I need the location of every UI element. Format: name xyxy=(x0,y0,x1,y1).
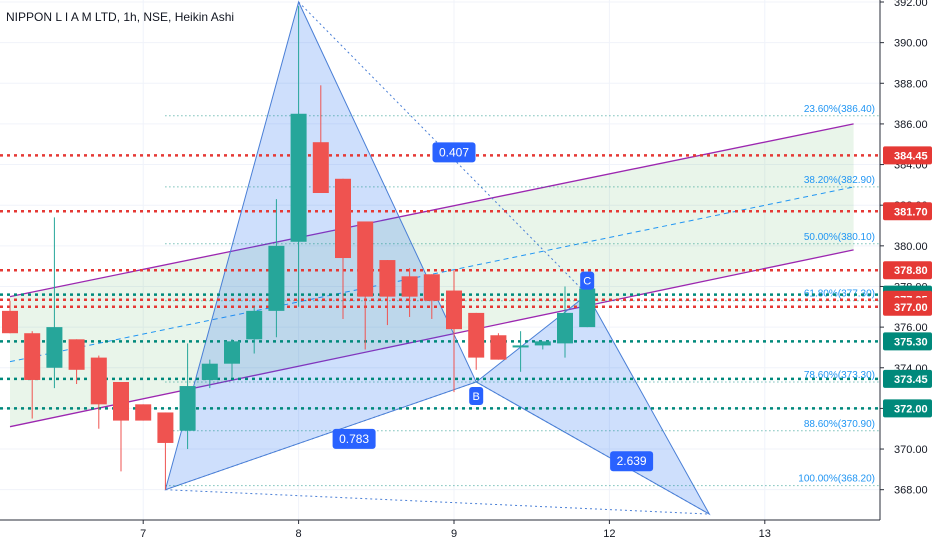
time-axis-background xyxy=(0,520,880,550)
channel-lower-line xyxy=(9,249,854,428)
candle-body xyxy=(135,404,152,421)
price-tag-label: 378.80 xyxy=(894,265,928,277)
pattern-ratio-label: 2.639 xyxy=(610,451,654,472)
price-tag-box xyxy=(883,399,932,418)
chart-title: NIPPON L I A M LTD, 1h, NSE, Heikin Ashi xyxy=(6,10,235,24)
fib-level-label: 23.60%(386.40) xyxy=(804,104,875,115)
ratio-label-text: 0.783 xyxy=(339,432,369,446)
candle-body xyxy=(490,335,507,360)
pattern-xab-triangle xyxy=(164,0,477,491)
pattern-xd-dotted xyxy=(165,489,710,515)
fib-levels: 23.60%(386.40) 38.20%(382.90) 50.00%(380.1… xyxy=(165,104,880,487)
candle-body xyxy=(68,339,85,370)
time-tick-label: 8 xyxy=(296,528,302,540)
candle-body xyxy=(579,288,596,328)
price-tag-label: 375.30 xyxy=(894,336,928,348)
candle-body xyxy=(46,327,63,368)
price-tag-label: 377.00 xyxy=(894,302,928,314)
fib-level-label: 50.00%(380.10) xyxy=(804,232,875,243)
candle-body xyxy=(312,142,329,194)
price-tag-label: 373.45 xyxy=(894,374,928,386)
fib-level-label: 100.00%(368.20) xyxy=(798,474,875,485)
price-tick-label: 368.00 xyxy=(894,485,928,497)
price-tag-box xyxy=(883,146,932,165)
candle-body xyxy=(512,345,529,348)
fib-level-label: 38.20%(382.90) xyxy=(804,175,875,186)
time-tick-label: 7 xyxy=(140,528,146,540)
candle-body xyxy=(290,113,307,242)
candle-body xyxy=(224,341,240,364)
point-label-text: C xyxy=(583,276,591,288)
pattern-point-label-b: B xyxy=(469,386,484,405)
candle-body xyxy=(268,245,285,311)
candle-body xyxy=(90,357,107,405)
price-tick-label: 392.00 xyxy=(894,0,928,9)
candle-body xyxy=(357,221,374,297)
price-tag-box xyxy=(883,261,932,280)
candle-body xyxy=(113,381,129,421)
point-label-text: B xyxy=(473,391,480,403)
price-tick-label: 380.00 xyxy=(894,241,928,253)
candle-body xyxy=(24,333,41,380)
point-label-box xyxy=(580,271,595,290)
ratio-label-text: 2.639 xyxy=(617,454,647,468)
price-tag-label: 372.00 xyxy=(894,403,928,415)
price-tag-box xyxy=(883,369,932,388)
candle-body xyxy=(2,310,18,334)
time-axis: 7 8 9 12 13 xyxy=(0,519,880,550)
fib-level-label: 88.60%(370.90) xyxy=(804,419,875,430)
time-tick-label: 13 xyxy=(759,528,771,540)
candle-body xyxy=(534,341,551,346)
price-tick-label: 386.00 xyxy=(894,119,928,131)
candle-body xyxy=(446,290,462,330)
plot-background xyxy=(0,0,880,520)
ratio-label-box xyxy=(610,451,654,472)
candle-body xyxy=(335,178,351,259)
candle-body xyxy=(379,260,396,297)
time-tick-label: 9 xyxy=(451,528,457,540)
ratio-label-text: 0.407 xyxy=(439,145,469,159)
price-tag-label: 384.45 xyxy=(894,150,928,162)
candle-body xyxy=(401,276,418,297)
ratio-label-box xyxy=(332,428,376,449)
price-axis: 368.00370.00372.00374.00376.00378.00380.… xyxy=(879,0,932,550)
price-tag-box xyxy=(883,297,932,316)
candle-body xyxy=(423,274,440,301)
time-tick-label: 12 xyxy=(603,528,615,540)
channel-upper-line xyxy=(9,123,854,298)
candle-body xyxy=(179,386,196,431)
fib-level-label: 61.80%(377.30) xyxy=(804,289,875,300)
price-tag-box xyxy=(883,332,932,351)
ratio-label-box xyxy=(432,142,476,163)
candle-body xyxy=(468,312,485,358)
price-tick-label: 388.00 xyxy=(894,78,928,90)
pattern-ratio-label: 0.783 xyxy=(332,428,376,449)
candles xyxy=(2,6,596,490)
fib-level-label: 78.60%(373.30) xyxy=(804,370,875,381)
pattern-ratio-label: 0.407 xyxy=(432,142,476,163)
pattern-point-label-c: C xyxy=(580,271,595,290)
candle-body xyxy=(246,310,263,340)
price-tick-label: 390.00 xyxy=(894,38,928,50)
point-label-box xyxy=(469,386,484,405)
price-tag-label: 381.70 xyxy=(894,206,928,218)
candle-body xyxy=(157,412,174,443)
candle-body xyxy=(201,363,218,380)
price-tick-label: 376.00 xyxy=(894,322,928,334)
candle-body xyxy=(557,312,573,344)
price-tag-box xyxy=(883,202,932,221)
price-tick-label: 370.00 xyxy=(894,444,928,456)
